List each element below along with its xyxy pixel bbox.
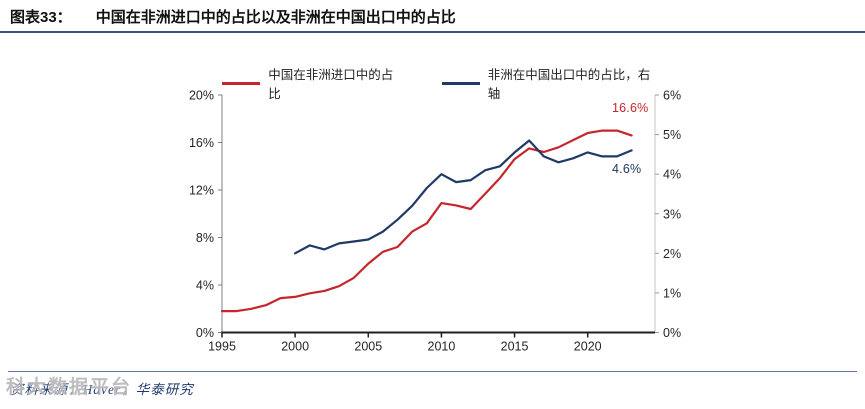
svg-text:2010: 2010 <box>428 340 456 354</box>
svg-text:1%: 1% <box>663 286 681 300</box>
svg-text:2015: 2015 <box>501 340 529 354</box>
legend-label: 非洲在中国出口中的占比，右轴 <box>487 68 651 101</box>
legend-label: 中国在非洲进口中的占比 <box>268 68 394 101</box>
svg-text:8%: 8% <box>196 231 214 245</box>
svg-text:6%: 6% <box>663 89 681 103</box>
figure-number: 图表33： <box>10 9 72 26</box>
svg-text:0%: 0% <box>663 326 681 340</box>
svg-text:12%: 12% <box>189 184 214 198</box>
blue-series-end-value-label: 4.6% <box>612 162 642 176</box>
svg-text:2005: 2005 <box>354 340 382 354</box>
svg-text:20%: 20% <box>189 89 214 103</box>
svg-text:5%: 5% <box>663 128 681 142</box>
blue-line-swatch-icon <box>441 81 480 85</box>
chart-legend: 中国在非洲进口中的占比 非洲在中国出口中的占比，右轴 <box>222 64 655 102</box>
header-divider <box>0 31 865 33</box>
svg-text:16%: 16% <box>189 136 214 150</box>
svg-text:2000: 2000 <box>281 340 309 354</box>
svg-text:3%: 3% <box>663 207 681 221</box>
red-series-end-value-label: 16.6% <box>612 101 649 115</box>
svg-text:1995: 1995 <box>208 340 236 354</box>
footer-divider <box>8 371 857 372</box>
svg-text:4%: 4% <box>196 279 214 293</box>
figure-header: 图表33： 中国在非洲进口中的占比以及非洲在中国出口中的占比 <box>10 6 855 27</box>
red-line-swatch-icon <box>222 81 261 85</box>
svg-text:0%: 0% <box>196 326 214 340</box>
legend-item-africa-in-china-exports: 非洲在中国出口中的占比，右轴 <box>441 64 655 102</box>
legend-item-china-in-africa-imports: 中国在非洲进口中的占比 <box>222 64 400 102</box>
source-note: 资料来源：Haver，华泰研究 <box>10 382 194 397</box>
svg-text:4%: 4% <box>663 168 681 182</box>
svg-text:2020: 2020 <box>574 340 602 354</box>
figure-title: 中国在非洲进口中的占比以及非洲在中国出口中的占比 <box>95 9 456 26</box>
svg-text:2%: 2% <box>663 247 681 261</box>
